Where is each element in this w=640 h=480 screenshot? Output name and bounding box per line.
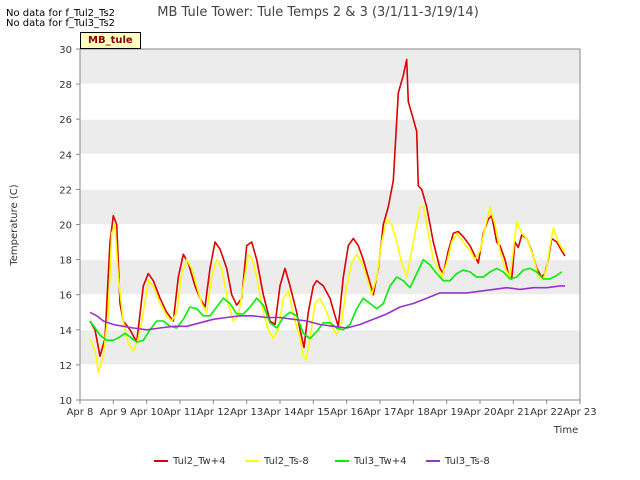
grid-band bbox=[80, 189, 580, 225]
y-tick-label: 18 bbox=[59, 256, 72, 267]
series-line bbox=[89, 258, 563, 343]
grid-band bbox=[80, 329, 580, 365]
legend-label: Tul2_Ts-8 bbox=[263, 456, 309, 467]
x-tick-label: Apr 23 bbox=[563, 407, 596, 418]
x-tick-label: Apr 17 bbox=[363, 407, 396, 418]
y-axis-ticks: 10 12 14 16 18 20 22 24 26 28 30 bbox=[59, 45, 80, 407]
y-tick-label: 30 bbox=[59, 45, 72, 56]
x-tick-label: Apr 22 bbox=[530, 407, 563, 418]
y-tick-label: 24 bbox=[59, 150, 72, 161]
x-tick-label: Apr 19 bbox=[430, 407, 463, 418]
legend-label: Tul2_Tw+4 bbox=[172, 456, 225, 467]
y-tick-label: 20 bbox=[59, 221, 72, 232]
x-tick-label: Apr 11 bbox=[163, 407, 196, 418]
grid-band bbox=[80, 49, 580, 85]
x-tick-label: Apr 13 bbox=[230, 407, 263, 418]
x-tick-label: Apr 12 bbox=[197, 407, 230, 418]
y-tick-label: 14 bbox=[59, 326, 72, 337]
y-tick-label: 12 bbox=[59, 361, 72, 372]
legend-label: Tul3_Tw+4 bbox=[353, 456, 406, 467]
series-line bbox=[89, 285, 565, 331]
no-data-note: No data for f_Tul2_Ts2 bbox=[6, 8, 116, 19]
x-tick-label: Apr 18 bbox=[397, 407, 430, 418]
y-tick-label: 26 bbox=[59, 115, 72, 126]
legend-label: Tul3_Ts-8 bbox=[444, 456, 490, 467]
legend: Tul2_Tw+4 Tul2_Ts-8 Tul3_Tw+4 Tul3_Ts-8 bbox=[154, 456, 490, 467]
x-tick-label: Apr 21 bbox=[497, 407, 530, 418]
plot-bands bbox=[80, 49, 580, 365]
x-tick-label: Apr 15 bbox=[297, 407, 330, 418]
x-axis-ticks: Apr 8 Apr 9 Apr 10 Apr 11 Apr 12 Apr 13 Apr 14… bbox=[67, 400, 597, 418]
x-tick-label: Apr 10 bbox=[130, 407, 163, 418]
plot-series bbox=[89, 58, 566, 373]
grid-band bbox=[80, 119, 580, 155]
y-tick-label: 28 bbox=[59, 80, 72, 91]
x-tick-label: Apr 14 bbox=[263, 407, 296, 418]
site-tag: MB_tule bbox=[80, 32, 141, 49]
y-tick-label: 22 bbox=[59, 185, 72, 196]
y-tick-label: 10 bbox=[59, 396, 72, 407]
x-tick-label: Apr 8 bbox=[67, 407, 94, 418]
x-tick-label: Apr 20 bbox=[463, 407, 496, 418]
x-tick-label: Apr 9 bbox=[100, 407, 127, 418]
no-data-note: No data for f_Tul3_Ts2 bbox=[6, 18, 116, 29]
y-axis-label: Temperature (C) bbox=[9, 184, 20, 266]
x-axis-label: Time bbox=[553, 425, 578, 436]
chart-title: MB Tule Tower: Tule Temps 2 & 3 (3/1/11-… bbox=[157, 5, 479, 20]
y-tick-label: 16 bbox=[59, 291, 72, 302]
x-tick-label: Apr 16 bbox=[330, 407, 363, 418]
